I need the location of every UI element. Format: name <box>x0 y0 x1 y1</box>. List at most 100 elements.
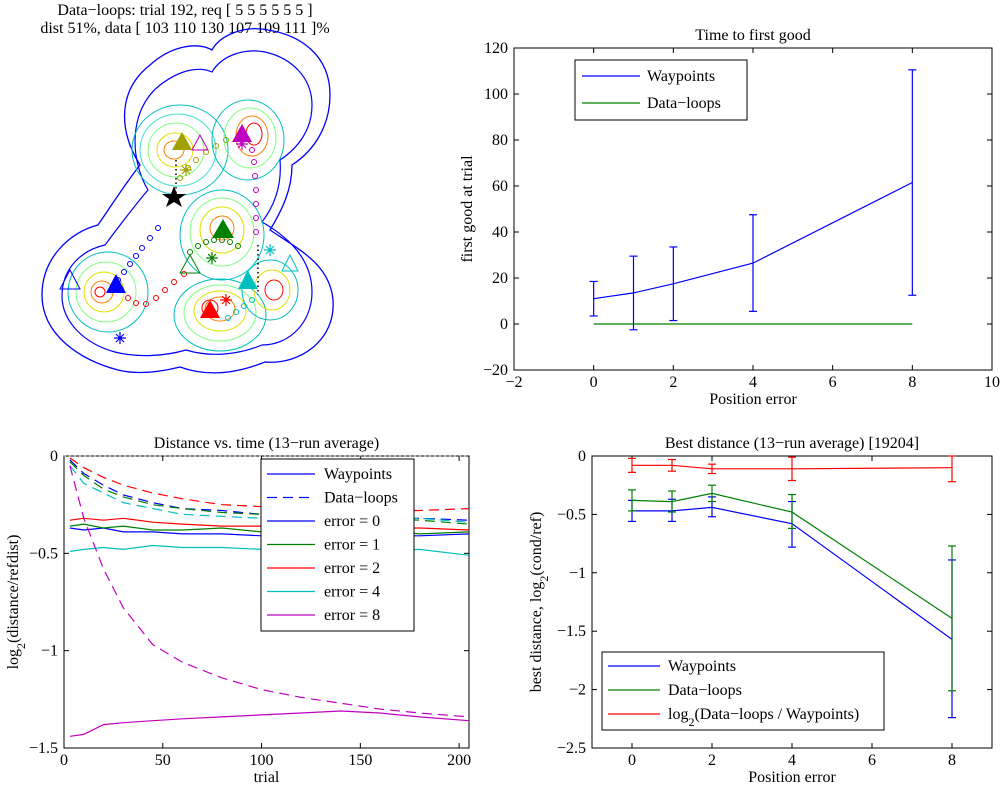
y-tick-label: −1 <box>569 565 586 582</box>
legend-label: error = 1 <box>324 537 380 554</box>
chart-title: Best distance (13−run average) [19204] <box>665 435 919 452</box>
y-tick-label: 60 <box>492 178 508 195</box>
legend-label-sub: 2 <box>688 715 694 729</box>
legend: Waypoints Data−loops error = 0 error = 1 err… <box>260 458 415 632</box>
y-axis-label: first good at trial <box>459 155 476 263</box>
legend-box <box>601 651 885 731</box>
x-tick-label: 8 <box>948 752 956 769</box>
legend-label: error = 2 <box>324 560 380 577</box>
contour-cluster-bottom <box>173 259 299 352</box>
contour-outer-2 <box>61 50 313 357</box>
y-tick-label: 20 <box>492 270 508 287</box>
y-tick-label: 40 <box>492 224 508 241</box>
y-tick-label: −2.5 <box>557 740 586 757</box>
y-axis-label: log2(distance/refdist) <box>5 535 28 670</box>
legend-label: error = 8 <box>324 607 380 624</box>
y-axis-label-main: best distance, log <box>528 582 545 693</box>
y-tick-label: −1 <box>41 643 58 660</box>
y-tick-label: −0.5 <box>29 545 58 562</box>
x-tick-label: 6 <box>868 752 876 769</box>
contour-map <box>41 28 334 374</box>
legend: Waypoints Data−loops log2(Data−loops / Way… <box>601 651 885 731</box>
y-tick-label: 0 <box>578 448 586 465</box>
x-tick-label: 10 <box>984 374 1000 391</box>
x-tick-label: 8 <box>908 374 916 391</box>
x-tick-label: 6 <box>829 374 837 391</box>
target-outline-2 <box>179 253 201 274</box>
target-outline-1 <box>59 268 81 290</box>
legend-label: Data−loops <box>647 95 721 112</box>
x-tick-label: 2 <box>708 752 716 769</box>
chart-best-distance: 0 2 4 6 8 −2.5 −2 −1.5 −1 −0.5 0 Best distance (13−… <box>528 435 993 786</box>
y-tick-label: 0 <box>50 448 58 465</box>
x-tick-label: 100 <box>250 752 274 769</box>
trajectory-red <box>125 271 187 307</box>
legend-label: Data−loops <box>324 490 398 507</box>
contour-cluster-top <box>131 99 285 196</box>
header-line-1: Data−loops: trial 192, req [ 5 5 5 5 5 5… <box>57 2 312 19</box>
x-tick-label: 50 <box>155 752 171 769</box>
x-axis-label: trial <box>254 769 280 786</box>
legend-label-main: log <box>668 706 688 723</box>
target-outline-3 <box>281 253 299 272</box>
legend-label: error = 4 <box>324 584 380 601</box>
target-outline-4 <box>191 133 209 151</box>
trajectory-blue <box>115 225 161 283</box>
trajectory-cyan <box>225 297 255 321</box>
y-tick-label: 100 <box>484 86 508 103</box>
y-tick-label: 80 <box>492 132 508 149</box>
x-tick-label: 4 <box>749 374 757 391</box>
y-tick-label: 0 <box>500 316 508 333</box>
header-line-2: dist 51%, data [ 103 110 130 107 109 111… <box>40 20 329 37</box>
agent-olive-marker <box>172 132 192 150</box>
legend-label-rest: (Data−loops / Waypoints) <box>694 706 859 723</box>
y-tick-label: −1.5 <box>29 740 58 757</box>
agent-cyan-marker <box>238 271 258 289</box>
x-tick-label: 2 <box>669 374 677 391</box>
legend-label: error = 0 <box>324 513 380 530</box>
asterisk-markers <box>114 138 276 344</box>
y-axis-label-sub: 2 <box>537 576 551 582</box>
x-tick-label: 0 <box>60 752 68 769</box>
y-tick-label: −0.5 <box>557 506 586 523</box>
y-axis-label-sub: 2 <box>14 643 28 649</box>
legend: Waypoints Data−loops <box>574 59 748 121</box>
agent-blue-marker <box>106 274 126 293</box>
y-axis-label-rest: (cond/ref) <box>528 512 545 576</box>
trajectory-magenta <box>249 147 259 235</box>
x-tick-label: 0 <box>590 374 598 391</box>
chart-title: Time to first good <box>695 27 810 44</box>
legend-box <box>574 59 748 121</box>
series-line-4 <box>69 710 470 737</box>
y-tick-label: 120 <box>484 40 508 57</box>
legend-label: Waypoints <box>647 68 715 85</box>
legend-label: Waypoints <box>668 658 736 675</box>
agent-magenta-marker <box>232 124 252 142</box>
y-tick-label: −2 <box>569 682 586 699</box>
agent-green-marker <box>212 219 234 238</box>
y-axis-label-main: log <box>5 649 22 669</box>
x-axis-label: Position error <box>748 769 836 786</box>
chart-title: Distance vs. time (13−run average) <box>154 435 379 452</box>
contour-outer-boundary <box>41 28 334 374</box>
y-tick-label: −20 <box>483 362 508 379</box>
legend-label: Data−loops <box>668 682 742 699</box>
agent-markers <box>59 124 299 318</box>
y-axis-label: best distance, log2(cond/ref) <box>528 512 551 693</box>
y-tick-label: −1.5 <box>557 623 586 640</box>
x-axis-label: Position error <box>709 391 797 408</box>
x-tick-label: 0 <box>628 752 636 769</box>
series-line-7 <box>69 457 470 512</box>
y-axis-label-rest: (distance/refdist) <box>5 535 22 643</box>
x-tick-label: 150 <box>348 752 372 769</box>
x-tick-label: 4 <box>788 752 796 769</box>
target-circle-red <box>201 299 219 317</box>
x-tick-label: 200 <box>447 752 471 769</box>
series-line-9 <box>69 465 470 718</box>
legend-label: Waypoints <box>324 466 392 483</box>
leader-star-marker <box>162 186 186 207</box>
x-tick-label: −2 <box>505 374 522 391</box>
legend-box <box>260 458 415 632</box>
